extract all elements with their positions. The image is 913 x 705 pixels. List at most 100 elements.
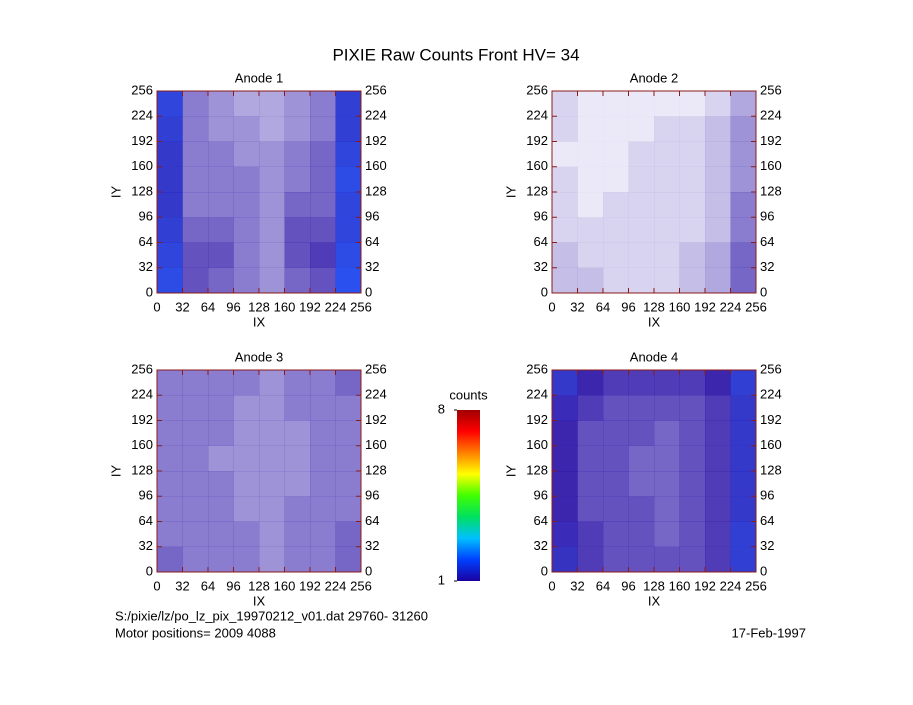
density-cell [577, 370, 604, 396]
density-cell [577, 445, 604, 472]
x-tick-label: 32 [175, 299, 189, 314]
density-cell [705, 267, 731, 294]
figure-title: PIXIE Raw Counts Front HV= 34 [332, 45, 579, 64]
density-cell [552, 471, 578, 497]
density-cell [157, 420, 183, 446]
panel-title: Anode 3 [235, 349, 283, 364]
density-cell [654, 370, 680, 396]
y-tick-label-right: 192 [760, 412, 782, 427]
y-axis-label: IY [503, 465, 518, 478]
y-tick-label-right: 128 [760, 462, 782, 477]
y-tick-label-right: 160 [760, 158, 782, 173]
density-cell [705, 420, 731, 446]
density-cell [628, 445, 655, 472]
density-cell [310, 445, 336, 472]
y-tick-label: 0 [541, 284, 548, 299]
density-cell [577, 521, 604, 547]
density-cell [208, 521, 234, 547]
density-cell [157, 217, 183, 243]
x-tick-label: 256 [745, 578, 767, 593]
density-cell [335, 420, 362, 446]
density-cell [182, 217, 209, 243]
density-cell [577, 395, 604, 421]
density-cell [552, 395, 578, 421]
y-tick-label: 32 [534, 259, 548, 274]
y-axis-label: IY [108, 186, 123, 199]
density-cell [705, 141, 731, 167]
density-cell [182, 521, 209, 547]
y-tick-label-right: 128 [760, 183, 782, 198]
density-cell [577, 496, 604, 522]
density-cell [259, 166, 285, 193]
y-tick-label-right: 96 [365, 209, 379, 224]
density-cell [577, 471, 604, 497]
x-tick-label: 256 [745, 299, 767, 314]
y-tick-label-right: 32 [365, 259, 379, 274]
density-cell [259, 546, 285, 573]
density-cell [628, 471, 655, 497]
density-cell [603, 370, 629, 396]
density-cell [335, 496, 362, 522]
x-tick-label: 0 [153, 299, 160, 314]
density-cell [730, 267, 757, 294]
density-cell [679, 395, 706, 421]
density-cell [577, 267, 604, 294]
density-cell [335, 370, 362, 396]
y-tick-label-right: 224 [760, 387, 782, 402]
y-tick-label-right: 256 [760, 82, 782, 97]
y-tick-label: 96 [534, 488, 548, 503]
density-cell [654, 217, 680, 243]
density-cell [259, 192, 285, 218]
density-cell [284, 370, 311, 396]
density-cell [284, 471, 311, 497]
y-tick-label-right: 64 [760, 513, 774, 528]
density-cell [259, 395, 285, 421]
y-tick-label: 128 [131, 462, 153, 477]
y-tick-label-right: 96 [760, 209, 774, 224]
density-cell [705, 395, 731, 421]
panel-title: Anode 2 [630, 70, 678, 85]
density-cell [577, 91, 604, 117]
x-tick-label: 32 [175, 578, 189, 593]
density-cell [679, 496, 706, 522]
y-tick-label: 256 [131, 82, 153, 97]
density-cell [730, 242, 757, 268]
density-cell [335, 166, 362, 193]
y-tick-label-right: 160 [365, 437, 387, 452]
panel-title: Anode 4 [630, 349, 678, 364]
density-cell [603, 521, 629, 547]
density-cell [679, 141, 706, 167]
density-cell [603, 242, 629, 268]
density-cell [182, 267, 209, 294]
density-cell [577, 192, 604, 218]
density-cell [208, 141, 234, 167]
y-tick-label-right: 128 [365, 183, 387, 198]
density-cell [628, 91, 655, 117]
density-cell [628, 267, 655, 294]
x-tick-label: 224 [325, 578, 347, 593]
density-cell [157, 496, 183, 522]
density-cell [730, 192, 757, 218]
density-cell [259, 445, 285, 472]
y-tick-label: 96 [534, 209, 548, 224]
density-cell [705, 91, 731, 117]
y-tick-label: 64 [534, 234, 548, 249]
y-tick-label-right: 64 [365, 234, 379, 249]
density-cell [603, 116, 629, 142]
density-cell [182, 420, 209, 446]
density-cell [284, 445, 311, 472]
density-cell [208, 116, 234, 142]
density-cell [705, 445, 731, 472]
density-cell [259, 496, 285, 522]
density-cell [730, 445, 757, 472]
x-tick-label: 160 [669, 299, 691, 314]
density-cell [208, 471, 234, 497]
y-tick-label-right: 96 [365, 488, 379, 503]
density-cell [233, 370, 260, 396]
motor-info: Motor positions= 2009 4088 [115, 625, 276, 640]
density-cell [603, 546, 629, 573]
density-cell [182, 445, 209, 472]
density-cell [259, 91, 285, 117]
y-tick-label: 0 [146, 284, 153, 299]
x-tick-label: 32 [570, 578, 584, 593]
